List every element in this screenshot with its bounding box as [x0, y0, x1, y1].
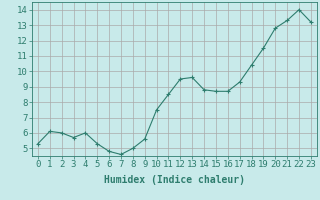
X-axis label: Humidex (Indice chaleur): Humidex (Indice chaleur)	[104, 175, 245, 185]
